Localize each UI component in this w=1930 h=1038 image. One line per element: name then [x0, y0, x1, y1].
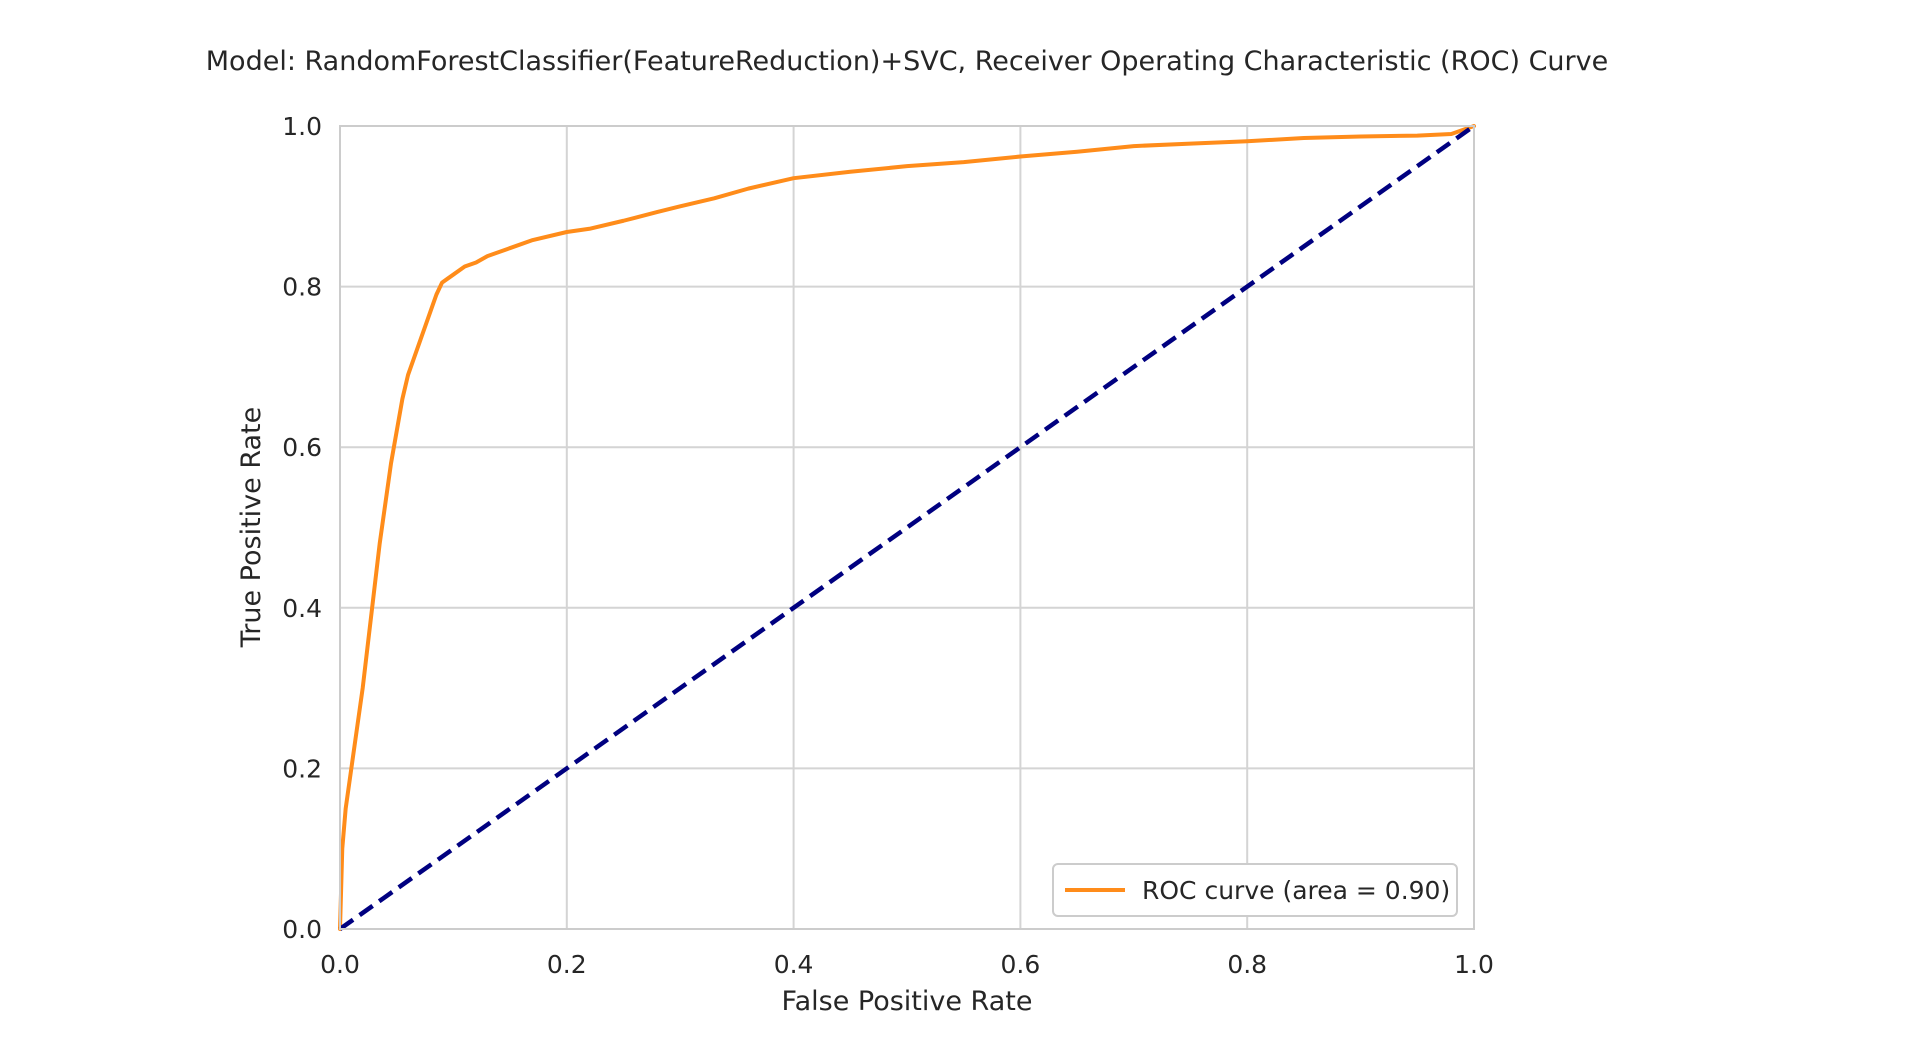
- y-tick-label: 0.0: [282, 915, 322, 944]
- x-tick-labels: 0.0 0.2 0.4 0.6 0.8 1.0: [320, 950, 1494, 979]
- x-axis-label: False Positive Rate: [782, 986, 1033, 1017]
- y-axis-label: True Positive Rate: [236, 407, 267, 649]
- reference-diagonal-line: [338, 124, 1476, 931]
- y-tick-labels: 0.0 0.2 0.4 0.6 0.8 1.0: [282, 112, 322, 944]
- roc-curve-line: [338, 124, 1476, 931]
- legend-box: [1052, 863, 1458, 917]
- y-tick-label: 1.0: [282, 112, 322, 141]
- legend: ROC curve (area = 0.90): [1052, 863, 1458, 917]
- chart-title: Model: RandomForestClassifier(FeatureRed…: [206, 46, 1608, 77]
- y-tick-label: 0.8: [282, 273, 322, 302]
- x-tick-label: 0.6: [1001, 950, 1041, 979]
- x-tick-label: 1.0: [1454, 950, 1494, 979]
- x-tick-label: 0.8: [1227, 950, 1267, 979]
- x-tick-label: 0.0: [320, 950, 360, 979]
- grid-lines: [339, 125, 1475, 930]
- legend-label-roc-curve: ROC curve (area = 0.90): [1142, 876, 1450, 905]
- y-tick-label: 0.4: [282, 594, 322, 623]
- y-tick-label: 0.2: [282, 754, 322, 783]
- x-tick-label: 0.4: [774, 950, 814, 979]
- plot-frame: [339, 125, 1475, 930]
- y-tick-label: 0.6: [282, 433, 322, 462]
- x-tick-label: 0.2: [547, 950, 587, 979]
- series-layer: [338, 124, 1476, 931]
- plot-area: [338, 124, 1476, 931]
